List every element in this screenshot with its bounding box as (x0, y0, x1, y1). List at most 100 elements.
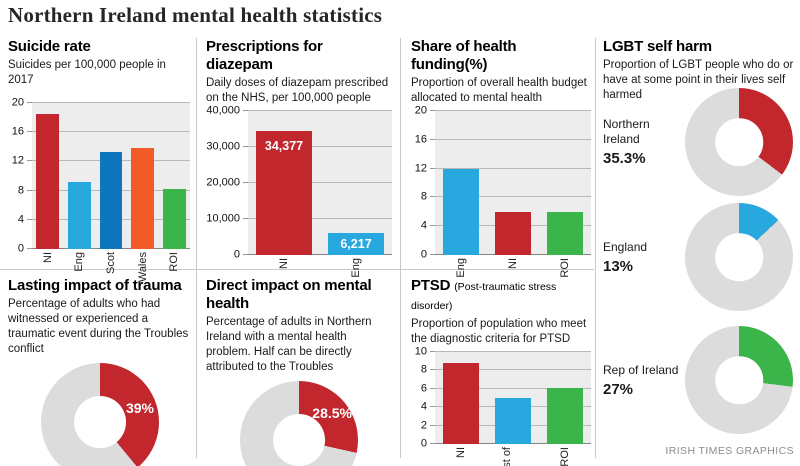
gridline (435, 138, 591, 140)
x-axis-label: NI (278, 258, 290, 269)
panel-diazepam: Prescriptions for diazepam Daily doses o… (206, 38, 392, 289)
bar-slot (487, 352, 539, 444)
gridline (248, 182, 392, 183)
bars: 34,377 6,217 (248, 111, 392, 255)
bar-ni: 34,377 (255, 131, 313, 255)
gridline (248, 110, 392, 111)
bar-eng (68, 181, 91, 249)
panel-direct-impact: Direct impact on mental health Percentag… (206, 277, 392, 466)
gridline (248, 254, 392, 255)
y-tick-mark (243, 218, 248, 219)
section-title-ptsd: PTSD (Post-traumatic stress disorder) (411, 277, 591, 315)
y-tick-mark (430, 443, 435, 444)
y-tick-label: 0 (420, 248, 427, 261)
y-tick-label: 2 (420, 419, 427, 432)
donut-region-label: Northern Ireland (603, 117, 650, 146)
x-axis-label: ROI (168, 252, 181, 272)
y-axis: 0 10,000 20,000 30,000 40,000 (206, 105, 248, 260)
y-tick-mark (430, 406, 435, 408)
x-label-slot: Rest of UK (487, 444, 539, 466)
y-tick-mark (430, 351, 435, 352)
section-title-direct-impact: Direct impact on mental health (206, 277, 372, 312)
y-tick-label: 4 (420, 400, 427, 413)
bar-ni (36, 113, 60, 249)
donut-value-label: 39% (125, 399, 154, 416)
donut-label-block: Rep of Ireland 27% (603, 363, 678, 398)
gridline (32, 131, 190, 133)
y-tick-label: 40,000 (206, 104, 240, 117)
panel-health-funding: Share of health funding(%) Proportion of… (411, 38, 591, 289)
bar-value-label: 34,377 (264, 139, 304, 154)
page-title: Northern Ireland mental health statistic… (8, 3, 383, 27)
panel-lgbt-self-harm: LGBT self harm Proportion of LGBT people… (603, 38, 796, 462)
panel-suicide-rate: Suicide rate Suicides per 100,000 people… (8, 38, 190, 285)
section-subtitle-ptsd: Proportion of population who meet the di… (411, 318, 587, 345)
divider-vertical-2 (400, 38, 401, 458)
ptsd-title-text: PTSD (411, 277, 451, 294)
donut-hole (273, 414, 325, 466)
lgbt-donut-row: Rep of Ireland 27% (603, 324, 793, 436)
x-axis-label: Rest of UK (501, 447, 513, 466)
diazepam-chart: 0 10,000 20,000 30,000 40,000 34,377 6,217 NI En… (206, 105, 392, 289)
bar-slot (158, 103, 190, 249)
section-title-trauma: Lasting impact of trauma (8, 277, 182, 294)
bar-slot (539, 352, 591, 444)
y-tick-mark (243, 110, 248, 111)
donut-hole (715, 356, 763, 404)
gridline (435, 196, 591, 198)
y-tick-mark (27, 218, 32, 220)
gridline (435, 369, 591, 371)
divider-horizontal (0, 269, 594, 270)
donut-hole (74, 396, 126, 448)
donut-hole (715, 118, 763, 166)
donut-percentage: 35.3% (603, 150, 646, 167)
y-tick-mark (430, 254, 435, 255)
donut-chart: 28.5% (240, 381, 358, 466)
donut-chart: 39% (41, 363, 159, 466)
donut-region-label: England (603, 239, 648, 254)
y-tick-mark (430, 369, 435, 371)
bar-slot (32, 103, 64, 249)
chart-main: Eng NI ROI (435, 110, 591, 289)
y-tick-mark (27, 160, 32, 162)
section-subtitle-direct-impact: Percentage of adults in Northern Ireland… (206, 316, 372, 373)
y-tick-label: 0 (420, 437, 427, 450)
donut-hole (715, 233, 763, 281)
y-tick-label: 20 (11, 96, 24, 109)
y-tick-label: 12 (11, 154, 24, 167)
y-tick-label: 6 (420, 382, 427, 395)
y-tick-label: 10,000 (206, 212, 240, 225)
y-tick-mark (430, 110, 435, 111)
gridline (32, 102, 190, 103)
y-tick-mark (430, 225, 435, 227)
gridline (435, 110, 591, 111)
gridline (248, 218, 392, 219)
bar-eng: 6,217 (327, 232, 385, 255)
y-tick-label: 4 (420, 219, 427, 232)
bar-slot (64, 103, 96, 249)
donut-chart (685, 326, 793, 434)
bar-slot (487, 111, 539, 255)
section-title-lgbt: LGBT self harm (603, 38, 712, 55)
section-subtitle-lgbt: Proportion of LGBT people who do or have… (603, 59, 794, 101)
bar-slot (127, 103, 159, 249)
ptsd-chart: 0 2 4 6 8 10 NI Rest of UK ROI (411, 346, 591, 466)
donut-percentage: 13% (603, 257, 634, 275)
bar-wales (131, 147, 154, 249)
donut-value-label: 28.5% (312, 405, 352, 422)
plot-area: 34,377 6,217 (248, 110, 392, 255)
x-label-slot: NI (435, 444, 487, 466)
bar-slot (435, 352, 487, 444)
y-tick-mark (27, 102, 32, 103)
bar-ni (443, 363, 479, 444)
y-tick-mark (27, 189, 32, 191)
y-tick-label: 20 (414, 104, 427, 117)
bar-slot (95, 103, 127, 249)
x-axis-label: Eng (73, 252, 86, 272)
section-subtitle-trauma: Percentage of adults who had witnessed o… (8, 298, 189, 355)
lgbt-donut-row: Northern Ireland 35.3% (603, 86, 793, 198)
bars (32, 103, 190, 249)
y-tick-label: 10 (414, 345, 427, 358)
panel-trauma: Lasting impact of trauma Percentage of a… (8, 277, 192, 466)
bar-roi (547, 387, 583, 444)
